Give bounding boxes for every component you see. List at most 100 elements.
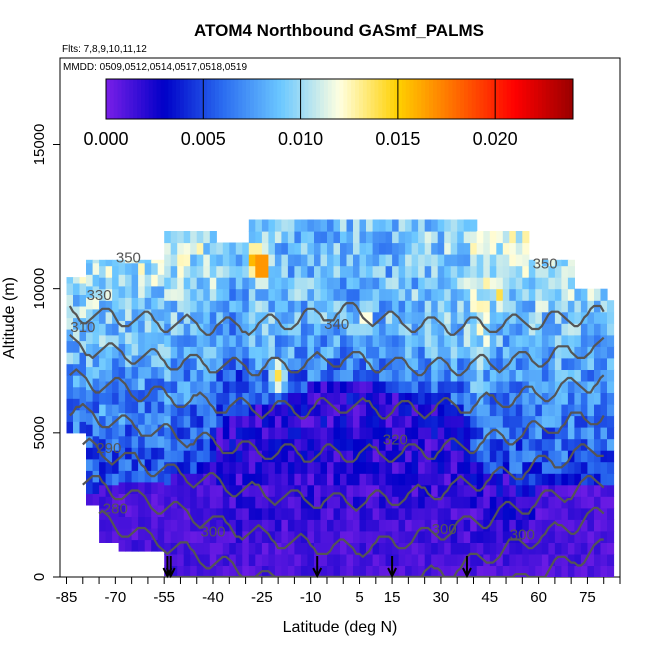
heatmap-cell (268, 519, 276, 532)
heatmap-cell (554, 473, 562, 486)
heatmap-cell (274, 473, 282, 486)
heatmap-cell (131, 481, 139, 494)
heatmap-cell (177, 334, 185, 347)
heatmap-cell (476, 553, 484, 566)
heatmap-cell (79, 277, 87, 284)
heatmap-cell (99, 369, 107, 382)
heatmap-cell (327, 323, 335, 336)
heatmap-cell (405, 357, 413, 370)
heatmap-cell (600, 530, 608, 543)
heatmap-cell (196, 565, 204, 577)
heatmap-cell (307, 219, 315, 232)
heatmap-cell (229, 530, 237, 543)
heatmap-cell (307, 265, 315, 278)
heatmap-cell (346, 507, 354, 520)
heatmap-cell (554, 300, 562, 313)
heatmap-cell (535, 461, 543, 474)
heatmap-cell (242, 265, 250, 278)
heatmap-cell (131, 435, 139, 448)
heatmap-cell (502, 311, 510, 324)
heatmap-cell (307, 427, 315, 440)
colorbar-segment (152, 79, 158, 119)
colorbar-segment (436, 79, 442, 119)
heatmap-cell (385, 277, 393, 290)
heatmap-cell (131, 412, 139, 425)
heatmap-cell (470, 254, 478, 267)
heatmap-cell (105, 265, 113, 278)
heatmap-cell (398, 265, 406, 278)
heatmap-cell (541, 346, 549, 359)
heatmap-cell (92, 389, 100, 402)
heatmap-cell (307, 438, 315, 451)
heatmap-cell (261, 380, 269, 393)
heatmap-cell (118, 481, 126, 494)
heatmap-cell (261, 415, 269, 428)
heatmap-cell (366, 300, 374, 313)
heatmap-cell (287, 242, 295, 255)
heatmap-cell (424, 404, 432, 417)
heatmap-cell (450, 219, 458, 232)
heatmap-cell (340, 507, 348, 520)
heatmap-cell (463, 530, 471, 543)
heatmap-cell (274, 369, 282, 382)
heatmap-cell (112, 392, 120, 405)
heatmap-cell (281, 427, 289, 440)
heatmap-cell (287, 311, 295, 324)
heatmap-cell (548, 542, 556, 555)
heatmap-cell (300, 231, 308, 244)
heatmap-cell (489, 438, 497, 451)
colorbar-segment (203, 79, 208, 119)
heatmap-cell (392, 450, 400, 463)
x-axis-label: Latitude (deg N) (283, 619, 398, 636)
heatmap-cell (125, 297, 133, 310)
heatmap-cell (261, 277, 269, 290)
heatmap-cell (502, 380, 510, 393)
heatmap-cell (535, 507, 543, 520)
heatmap-cell (164, 254, 172, 267)
heatmap-cell (450, 265, 458, 278)
heatmap-cell (248, 311, 256, 324)
heatmap-cell (444, 542, 452, 555)
heatmap-cell (157, 528, 165, 541)
heatmap-cell (509, 392, 517, 405)
heatmap-cell (385, 553, 393, 566)
heatmap-cell (541, 404, 549, 417)
heatmap-cell (366, 565, 374, 577)
heatmap-cell (340, 357, 348, 370)
heatmap-cell (580, 357, 588, 370)
heatmap-cell (450, 334, 458, 347)
heatmap-cell (594, 530, 602, 543)
heatmap-cell (164, 473, 172, 486)
colorbar-tick-label: 0.005 (181, 129, 226, 149)
heatmap-cell (522, 438, 530, 451)
heatmap-cell (379, 219, 387, 232)
x-tick-label: 5 (355, 589, 363, 606)
heatmap-cell (372, 346, 380, 359)
heatmap-cell (392, 357, 400, 370)
heatmap-cell (112, 496, 120, 509)
heatmap-cell (457, 231, 465, 244)
heatmap-cell (183, 553, 191, 566)
heatmap-cell (379, 496, 387, 509)
heatmap-cell (424, 323, 432, 336)
heatmap-cell (274, 404, 282, 417)
heatmap-cell (385, 427, 393, 440)
heatmap-cell (496, 519, 504, 532)
colorbar-segment (378, 79, 383, 119)
heatmap-cell (327, 369, 335, 382)
heatmap-cell (346, 369, 354, 382)
heatmap-cell (548, 259, 556, 267)
heatmap-cell (509, 311, 517, 324)
heatmap-cell (255, 542, 263, 555)
heatmap-cell (607, 427, 615, 440)
heatmap-cell (476, 565, 484, 577)
heatmap-cell (281, 565, 289, 577)
heatmap-cell (489, 311, 497, 324)
heatmap-cell (353, 542, 361, 555)
heatmap-cell (509, 254, 517, 267)
heatmap-cell (548, 415, 556, 428)
colorbar-segment (495, 79, 500, 119)
colorbar-segment (390, 79, 395, 119)
heatmap-cell (463, 438, 471, 451)
heatmap-cell (502, 288, 510, 301)
